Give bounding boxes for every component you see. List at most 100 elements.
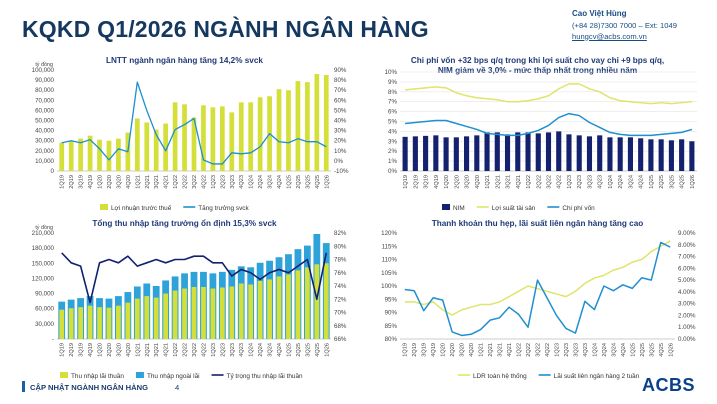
bar-l-i-nhu-n-tr-c-thu- <box>276 89 282 171</box>
x-tick-label: 1Q22 <box>173 343 179 357</box>
x-tick-label: 3Q19 <box>422 343 428 357</box>
x-tick-label: 4Q21 <box>164 175 170 189</box>
x-tick-label: 1Q20 <box>98 175 104 189</box>
footer-accent-bar <box>22 381 25 392</box>
legend-label: Thu nhập ngoài lãi <box>147 373 200 380</box>
x-tick-label: 2Q21 <box>145 343 151 357</box>
x-tick-label: 3Q21 <box>506 175 512 189</box>
chart-title: LNTT ngành ngân hàng tăng 14,2% svck <box>106 56 263 65</box>
bar-l-i-nhu-n-tr-c-thu- <box>59 142 65 171</box>
chart-svg: Tổng thu nhập tăng trưởng ổn định 15,3% … <box>32 218 347 380</box>
x-tick-label: 1Q25 <box>649 175 655 189</box>
y2-tick-label: 0.00% <box>678 336 696 343</box>
bar-nim <box>597 135 603 171</box>
bar-nim <box>556 131 562 171</box>
x-tick-label: 3Q24 <box>628 175 634 189</box>
x-tick-label: 3Q19 <box>79 175 85 189</box>
bar-nim <box>412 136 418 171</box>
x-tick-label: 3Q25 <box>649 343 655 357</box>
page-number: 4 <box>175 383 180 392</box>
bar-nim <box>464 136 470 171</box>
x-tick-label: 2Q25 <box>296 343 302 357</box>
y-tick-label: 110% <box>382 257 398 264</box>
x-tick-label: 2Q22 <box>536 175 542 189</box>
x-tick-label: 3Q24 <box>268 343 274 357</box>
x-tick-label: 1Q20 <box>441 343 447 357</box>
line-series <box>404 240 671 316</box>
bar-l-i-nhu-n-tr-c-thu- <box>219 106 225 171</box>
bar-nim <box>453 137 459 171</box>
x-tick-label: 3Q20 <box>460 343 466 357</box>
y-tick-label: 115% <box>382 243 398 250</box>
legend-label: Lợi nhuận trước thuế <box>111 203 172 212</box>
bar-nim <box>433 135 439 171</box>
y2-tick-label: 90% <box>334 67 347 74</box>
x-tick-label: 2Q22 <box>526 343 532 357</box>
bar-nim <box>638 138 644 171</box>
y-tick-label: 0% <box>388 168 397 175</box>
x-tick-label: 1Q20 <box>98 343 104 357</box>
bar-nim <box>576 135 582 171</box>
chart-title: Thanh khoản thu hẹp, lãi suất liên ngân … <box>432 219 644 228</box>
bar-l-i-nhu-n-tr-c-thu- <box>68 140 74 171</box>
bar-nim <box>535 133 541 171</box>
x-tick-label: 1Q24 <box>608 175 614 189</box>
author-email[interactable]: hungcv@acbs.com.vn <box>572 31 647 41</box>
x-tick-label: 2Q20 <box>450 343 456 357</box>
bar-l-i-nhu-n-tr-c-thu- <box>210 107 216 171</box>
y-tick-label: 90,000 <box>35 77 54 84</box>
footer-section: CẬP NHẬT NGÀNH NGÂN HÀNG <box>30 383 148 392</box>
line-series <box>405 83 692 105</box>
bar-nim <box>648 139 654 171</box>
x-tick-label: 4Q25 <box>659 343 665 357</box>
x-tick-label: 1Q23 <box>211 175 217 189</box>
bar-l-i-nhu-n-tr-c-thu- <box>191 117 197 171</box>
x-tick-label: 4Q22 <box>201 175 207 189</box>
legend-label: Lãi suất liên ngân hàng 2 tuần <box>554 371 640 380</box>
bar-thu-nh-p-l-i-thu-n <box>134 298 140 339</box>
x-tick-label: 2Q22 <box>183 175 189 189</box>
x-tick-label: 3Q21 <box>154 343 160 357</box>
x-tick-label: 2Q23 <box>577 175 583 189</box>
bar-nim <box>566 134 572 171</box>
x-tick-label: 4Q23 <box>239 343 245 357</box>
chart-title: Chi phí vốn +32 bps q/q trong khi lợi su… <box>411 56 664 65</box>
x-tick-label: 2Q23 <box>220 175 226 189</box>
x-tick-label: 3Q21 <box>498 343 504 357</box>
x-tick-label: 1Q19 <box>60 343 66 357</box>
x-tick-label: 2Q19 <box>413 175 419 189</box>
x-tick-label: 4Q20 <box>126 175 132 189</box>
x-tick-label: 3Q20 <box>116 175 122 189</box>
x-tick-label: 2Q24 <box>258 175 264 189</box>
bar-thu-nh-p-l-i-thu-n <box>219 287 225 339</box>
x-tick-label: 1Q25 <box>286 175 292 189</box>
y-tick-label: 6% <box>388 109 397 116</box>
y-tick-label: 4% <box>388 128 397 135</box>
x-tick-label: 4Q19 <box>431 343 437 357</box>
bar-l-i-nhu-n-tr-c-thu- <box>229 112 235 171</box>
line-series <box>61 252 328 304</box>
x-tick-label: 2Q21 <box>495 175 501 189</box>
y-tick-label: 120,000 <box>32 275 55 282</box>
x-tick-label: 4Q21 <box>164 343 170 357</box>
x-tick-label: 4Q21 <box>507 343 513 357</box>
x-tick-label: 4Q25 <box>315 343 321 357</box>
x-tick-label: 3Q25 <box>305 175 311 189</box>
bar-nim <box>484 132 490 171</box>
line-series <box>404 241 671 337</box>
x-tick-label: 3Q23 <box>573 343 579 357</box>
legend-label: Tỷ trọng thu nhập lãi thuần <box>227 371 303 380</box>
bar-nim <box>586 136 593 171</box>
bar-thu-nh-p-l-i-thu-n <box>238 283 244 339</box>
x-tick-label: 2Q24 <box>618 175 624 189</box>
y-tick-label: 100% <box>381 283 397 290</box>
y-tick-label: 80,000 <box>35 87 54 94</box>
x-tick-label: 1Q19 <box>403 343 409 357</box>
x-tick-label: 2Q23 <box>564 343 570 357</box>
bar-thu-nh-p-l-i-thu-n <box>210 288 216 339</box>
y2-tick-label: 6.00% <box>678 265 696 272</box>
x-tick-label: 1Q21 <box>479 343 485 357</box>
x-tick-label: 4Q24 <box>621 343 627 357</box>
x-tick-label: 1Q24 <box>249 343 255 357</box>
legend-label: NIM <box>453 205 465 212</box>
